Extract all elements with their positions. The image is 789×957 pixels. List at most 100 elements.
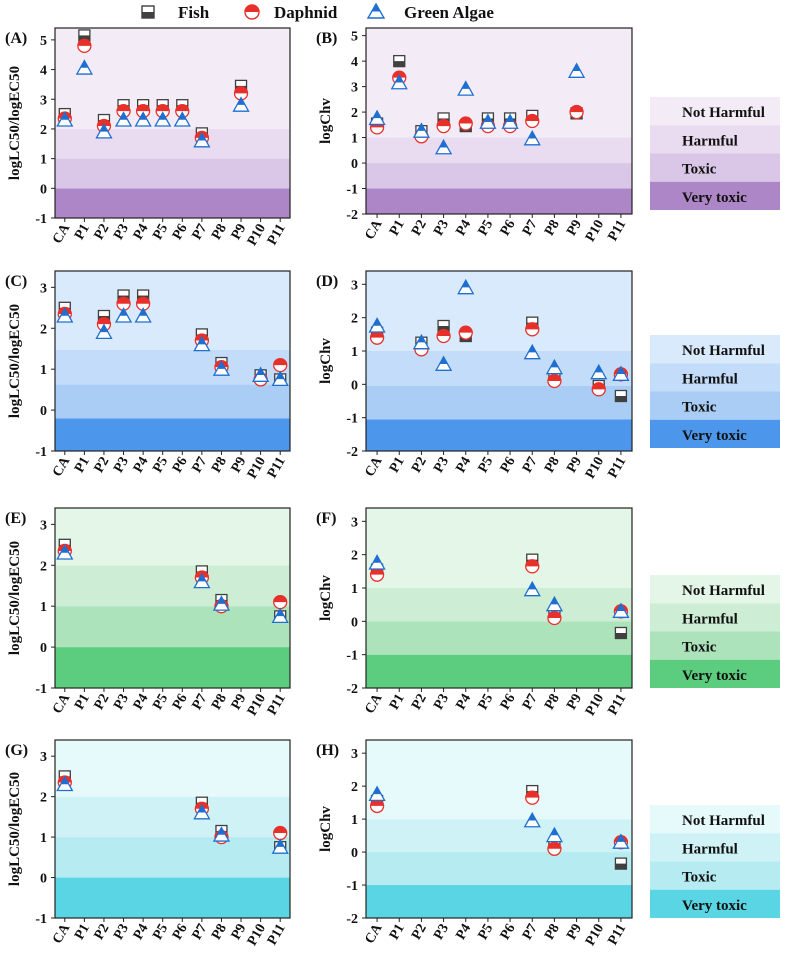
- y-tick-label: -2: [346, 682, 358, 697]
- x-tick-label: P2: [409, 922, 430, 943]
- legend-band-label: Harmful: [682, 371, 738, 387]
- toxicity-bands: [55, 28, 290, 218]
- series-legend: Fish Daphnid Green Algae: [141, 2, 494, 22]
- x-tick-label: P11: [265, 455, 289, 481]
- plot-frame: [54, 507, 291, 689]
- point-daphnid-p10: [591, 382, 606, 397]
- point-green-algae-p5: [479, 113, 497, 129]
- band-0: [366, 654, 632, 688]
- point-green-algae-ca: [368, 554, 386, 570]
- x-tick-label: P2: [409, 455, 430, 476]
- y-tick-label: 2: [40, 791, 47, 806]
- legend-band-not-harmful: [650, 97, 780, 126]
- band-1: [366, 386, 632, 420]
- point-fish-p1: [393, 54, 406, 68]
- legend-band-toxic: [650, 153, 780, 182]
- series-green-algae: [56, 775, 289, 854]
- x-tick-label: P1: [72, 692, 93, 713]
- x-tick-label: P1: [72, 455, 93, 476]
- toxicity-legend-row-1: Not Harmful Harmful Toxic Very toxic: [650, 97, 780, 210]
- legend-band-harmful: [650, 125, 780, 154]
- y-tick-label: -2: [346, 445, 358, 460]
- x-tick-label: P2: [409, 218, 430, 239]
- x-tick-label: CA: [50, 691, 74, 717]
- point-green-algae-p7: [193, 335, 211, 352]
- x-tick-label: P4: [131, 692, 152, 713]
- y-tick-label: -1: [35, 682, 47, 697]
- band-3: [55, 740, 290, 797]
- y-tick-label: -1: [346, 412, 358, 427]
- legend-band-label: Not Harmful: [682, 105, 765, 121]
- point-daphnid-p9: [233, 86, 249, 101]
- x-tick-label: P10: [245, 455, 269, 482]
- y-tick-label: 5: [351, 30, 358, 45]
- point-daphnid-p3: [436, 328, 451, 344]
- x-tick-label: P5: [150, 922, 171, 943]
- point-green-algae-p10: [590, 363, 608, 380]
- series-daphnid: [57, 38, 249, 145]
- legend-daphnid: Daphnid: [244, 3, 338, 22]
- legend-band-not-harmful: [650, 575, 780, 604]
- band-0: [55, 877, 290, 918]
- band-0: [55, 188, 290, 218]
- x-tick-label: P11: [605, 692, 629, 718]
- band-3: [55, 271, 290, 350]
- legend-band-label: Harmful: [682, 611, 738, 627]
- x-tick-label: CA: [362, 921, 386, 947]
- point-fish-p11: [614, 857, 628, 870]
- series-green-algae: [56, 307, 289, 387]
- point-green-algae-p11: [271, 607, 289, 624]
- y-tick-label: 1: [351, 582, 358, 597]
- x-tick-label: P1: [387, 922, 408, 943]
- point-green-algae-p4: [134, 307, 152, 323]
- band-2: [55, 128, 290, 159]
- x-tick-label: P4: [131, 922, 152, 943]
- point-green-algae-p8: [212, 595, 231, 611]
- toxicity-bands: [55, 508, 290, 688]
- x-tick-label: P8: [209, 455, 230, 476]
- legend-band-label: Not Harmful: [682, 343, 765, 359]
- point-green-algae-p2: [95, 323, 113, 340]
- y-tick-label: 0: [351, 846, 358, 861]
- point-daphnid-p7: [525, 113, 540, 129]
- y-axis-label: logChv: [318, 338, 334, 384]
- y-axis-label: logLC50/logEC50: [7, 66, 23, 180]
- point-green-algae-p11: [612, 365, 630, 381]
- x-tick-label: P4: [453, 922, 474, 943]
- point-daphnid-p3: [116, 103, 131, 119]
- x-tick-label: P9: [229, 922, 250, 943]
- x-tick-label: P9: [564, 922, 585, 943]
- x-tick-label: P7: [520, 692, 541, 713]
- point-daphnid-ca: [369, 330, 385, 345]
- y-tick-label: 3: [351, 81, 358, 96]
- y-tick-label: 0: [351, 615, 358, 630]
- x-tick-label: P1: [387, 455, 408, 476]
- point-green-algae-p2: [412, 333, 431, 350]
- band-2: [55, 349, 290, 385]
- legend-band-label: Toxic: [682, 870, 717, 886]
- band-0: [55, 418, 290, 451]
- band-0: [366, 885, 632, 918]
- point-green-algae-p3: [434, 138, 453, 155]
- point-green-algae-p8: [545, 595, 564, 612]
- panel-label: (E): [5, 510, 26, 527]
- y-tick-label: 3: [40, 281, 47, 296]
- legend-band-harmful: [650, 603, 780, 632]
- point-green-algae-p3: [434, 355, 453, 371]
- y-tick-label: -1: [35, 912, 47, 927]
- x-tick-label: P10: [583, 218, 607, 245]
- band-1: [55, 158, 290, 189]
- point-daphnid-p4: [135, 103, 151, 119]
- point-green-algae-p6: [173, 111, 191, 127]
- x-tick-label: P9: [229, 455, 250, 476]
- panel-label: (C): [5, 273, 27, 290]
- point-green-algae-p7: [193, 803, 211, 820]
- x-tick-label: P9: [229, 222, 250, 243]
- point-green-algae-p7: [523, 811, 541, 828]
- x-tick-label: P3: [431, 922, 452, 943]
- legend-fish-label: Fish: [178, 3, 210, 22]
- toxicity-legend-row-2: Not Harmful Harmful Toxic Very toxic: [650, 335, 780, 448]
